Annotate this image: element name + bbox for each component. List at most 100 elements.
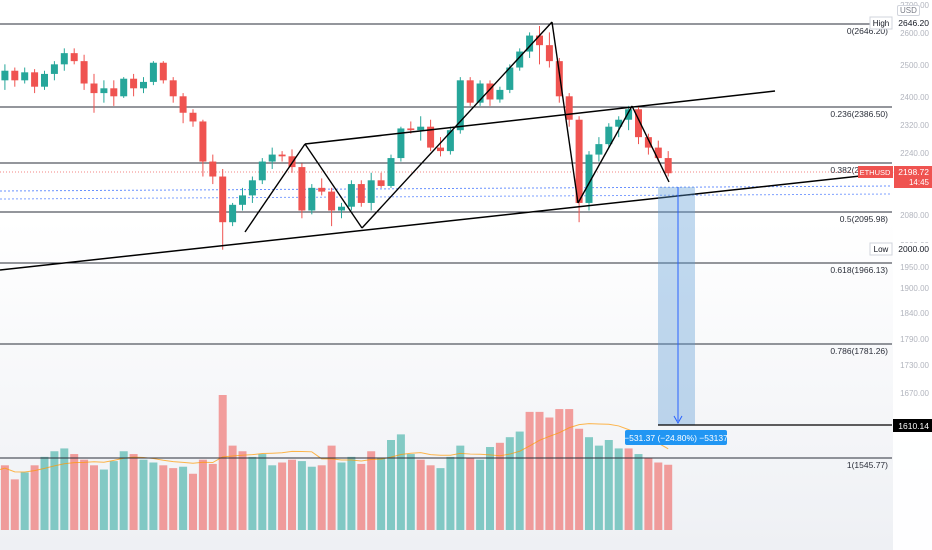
volume-bar	[466, 458, 475, 530]
volume-bar	[0, 465, 9, 530]
support-trendline	[0, 171, 898, 271]
candle	[169, 80, 177, 97]
volume-bar	[218, 395, 227, 530]
symbol-tag-box	[858, 166, 893, 178]
volume-bar	[545, 417, 554, 530]
candle	[496, 89, 504, 100]
candle	[387, 158, 395, 186]
high-tag-box	[869, 16, 893, 30]
candles-layer	[1, 25, 672, 250]
volume-bar	[495, 442, 504, 530]
volume-bar	[90, 465, 98, 530]
candle	[486, 83, 494, 100]
measure-label: −531.37 (−24.80%) −53137	[624, 433, 728, 443]
drawings-layer[interactable]: −531.37 (−24.80%) −53137	[0, 21, 898, 445]
candle	[397, 128, 405, 159]
volume-bar	[634, 454, 643, 530]
volume-bar	[258, 454, 267, 530]
volume-bar	[446, 456, 455, 530]
candle	[338, 206, 345, 211]
high-tag-label: High	[873, 19, 889, 28]
volume-bar	[396, 434, 405, 530]
y-tick-label: 1670.00	[900, 389, 929, 398]
volume-bar	[60, 448, 69, 530]
candle	[526, 35, 534, 52]
volume-bar	[476, 459, 485, 530]
candle	[545, 45, 553, 62]
candle	[308, 187, 316, 211]
zigzag-segment	[631, 105, 670, 183]
volume-bar	[594, 445, 603, 530]
volume-bar	[406, 454, 415, 530]
volume-bar	[297, 461, 306, 530]
candle	[189, 112, 197, 122]
candle	[258, 161, 266, 181]
volume-bar	[50, 451, 59, 530]
candle	[367, 180, 375, 203]
y-tick-label: 2400.00	[900, 93, 929, 102]
resistance-trendline	[304, 90, 776, 145]
volume-bar	[169, 468, 178, 530]
last-price: 2198.72	[898, 167, 929, 177]
candle	[268, 154, 276, 162]
candle	[298, 167, 306, 211]
candle	[377, 180, 385, 186]
fib-level-label-1: 1(1545.77)	[847, 460, 888, 470]
candle	[664, 158, 672, 174]
axis-background	[893, 0, 932, 550]
volume-bar	[387, 440, 395, 530]
candle	[347, 184, 355, 207]
candle	[140, 81, 147, 89]
volume-bar	[555, 409, 564, 530]
candle	[219, 176, 227, 223]
volume-bar	[268, 465, 277, 530]
y-tick-label: 1730.00	[900, 361, 929, 370]
measure-arrow-head	[673, 415, 683, 425]
candle	[31, 72, 39, 87]
volume-bar	[357, 463, 366, 530]
candle	[90, 83, 98, 94]
price-axis[interactable]: 2700.002600.002500.002400.002320.002240.…	[858, 0, 932, 550]
dotted-blue-line-2	[0, 193, 893, 200]
candle	[50, 64, 58, 74]
y-tick-label: 1840.00	[900, 309, 929, 318]
volume-bar	[80, 459, 89, 530]
volume-bar	[317, 465, 326, 530]
volume-bar	[654, 462, 663, 530]
volume-bar	[179, 466, 188, 530]
volume-bar	[416, 459, 425, 530]
candle	[100, 88, 108, 94]
volume-bar	[426, 465, 435, 530]
candle	[60, 53, 68, 65]
volume-bar	[575, 428, 584, 530]
volume-bar	[149, 462, 158, 530]
volume-bar	[189, 473, 197, 530]
target-price: 1610.14	[898, 421, 929, 431]
low-value: 2000.00	[898, 244, 929, 254]
candle	[357, 184, 365, 203]
volume-bar	[119, 451, 128, 530]
candle	[159, 62, 167, 81]
volume-bar	[208, 463, 217, 530]
candle	[595, 144, 603, 155]
candle	[11, 70, 19, 81]
volume-bar	[109, 461, 118, 530]
fib-level-label-0.786: 0.786(1781.26)	[830, 346, 888, 356]
volume-bar	[644, 458, 653, 530]
volume-bar	[456, 445, 465, 530]
volume-layer	[0, 395, 673, 530]
candle	[615, 119, 623, 127]
low-tag-label: Low	[874, 245, 889, 254]
volume-bar	[505, 437, 514, 530]
candle	[80, 61, 88, 84]
volume-bar	[198, 459, 207, 530]
last-price-box	[894, 166, 932, 188]
candle	[417, 126, 425, 131]
volume-bar	[515, 431, 524, 530]
volume-bar	[664, 464, 673, 530]
volume-bar	[367, 451, 376, 530]
candle	[1, 70, 9, 81]
candle	[476, 83, 484, 103]
